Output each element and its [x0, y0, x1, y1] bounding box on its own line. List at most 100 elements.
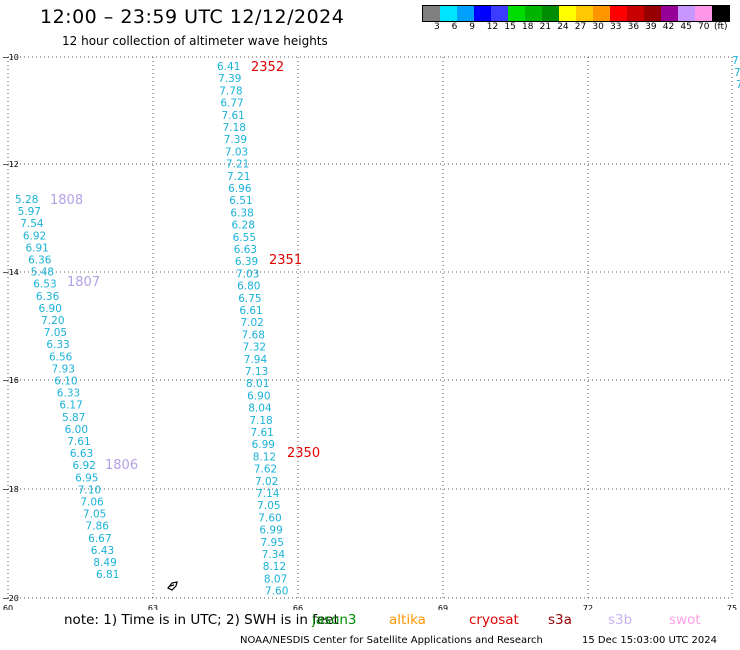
page-title: 12:00 – 23:59 UTC 12/12/2024: [40, 6, 345, 28]
color-scale-label: 42: [662, 22, 675, 32]
lat-tick-label: −10: [2, 53, 19, 62]
wave-height-value: 5.97: [18, 206, 41, 218]
wave-height-value: 6.90: [247, 390, 270, 402]
wave-height-value: 6.33: [46, 339, 69, 351]
color-swatch: [661, 6, 678, 21]
wave-height-value: 6.33: [57, 388, 80, 400]
wave-height-value: 7.32: [243, 342, 266, 354]
wave-height-value: 7.18: [249, 415, 272, 427]
lon-tick-label: 72: [583, 604, 593, 610]
wave-height-value: 7.02: [255, 476, 278, 488]
wave-height-value: 7.03: [225, 146, 248, 158]
color-swatch: [525, 6, 542, 21]
color-scale-label: 36: [627, 22, 640, 32]
wave-height-value: 7.60: [265, 586, 288, 598]
lon-tick-label: 69: [438, 604, 448, 610]
pass-time-label: 2351: [269, 253, 302, 268]
color-swatch: [644, 6, 661, 21]
color-scale-bar: [422, 5, 730, 22]
color-swatch: [627, 6, 644, 21]
wave-height-value: 7.05: [257, 500, 280, 512]
lon-tick-label: 75: [727, 604, 737, 610]
wave-height-value: 5.48: [31, 267, 54, 279]
wave-height-value: 6.90: [39, 303, 62, 315]
lat-tick-label: −16: [2, 376, 19, 385]
wave-height-value: 7.61: [67, 436, 90, 448]
color-scale-label: 18: [522, 22, 534, 32]
wave-height-value: 6.43: [91, 545, 114, 557]
wave-height-value: 7.03: [236, 268, 259, 280]
wave-height-value: 8.12: [253, 451, 276, 463]
wave-height-value: 7.62: [254, 464, 277, 476]
color-scale-label: 39: [645, 22, 657, 32]
mission-legend-cryosat: cryosat: [469, 612, 519, 628]
wave-height-value: 6.36: [28, 255, 52, 267]
wave-height-value: 6.00: [65, 424, 88, 436]
wave-height-value: 7.21: [227, 171, 250, 183]
wave-height-value: 7.68: [242, 329, 265, 341]
wave-height-value: 7.06: [80, 497, 104, 509]
color-swatch: [712, 6, 729, 21]
lat-tick-label: −14: [2, 268, 19, 277]
mission-legend-s3b: s3b: [608, 612, 633, 628]
lat-tick-label: −20: [2, 594, 19, 603]
wave-height-value: 7.21: [226, 159, 249, 171]
pass-labels: 2352 2351 2350 1808 1807 1806: [50, 60, 320, 473]
altimeter-tracks: 6.417.397.786.777.617.187.397.037.217.21…: [15, 55, 740, 598]
wave-height-value: 6.75: [238, 293, 261, 305]
wave-height-value: 7.93: [52, 363, 75, 375]
wave-height-value: 7.34: [262, 549, 286, 561]
wave-height-value: 6.17: [59, 400, 82, 412]
mission-legend-s3a: s3a: [548, 612, 572, 628]
wave-height-value: 7.18: [223, 122, 246, 134]
color-swatch: [559, 6, 576, 21]
wave-height-value: 7.61: [221, 110, 244, 122]
wave-height-value: 6.67: [88, 533, 111, 545]
pass-time-label: 1806: [105, 458, 138, 473]
wave-height-value: 6.61: [239, 305, 262, 317]
wave-height-value: 6.41: [217, 61, 240, 73]
wave-height-value: 6.99: [259, 525, 282, 537]
wave-height-value: 7.60: [258, 512, 281, 524]
wave-height-value: 8.07: [264, 573, 287, 585]
wave-height-value: 5.87: [62, 412, 85, 424]
color-scale-label: 27: [574, 22, 587, 32]
page-subtitle: 12 hour collection of altimeter wave hei…: [62, 34, 328, 48]
wave-height-value: 7: [736, 79, 740, 91]
footer-timestamp: 15 Dec 15:03:00 UTC 2024: [582, 635, 717, 646]
wave-height-value: 6.55: [233, 232, 256, 244]
note-text: note: 1) Time is in UTC; 2) SWH is in fe…: [64, 612, 339, 628]
wave-height-value: 6.28: [232, 220, 255, 232]
color-scale-label: 12: [486, 22, 499, 32]
wave-height-value: 7.86: [86, 521, 110, 533]
wave-height-value: 7: [732, 55, 739, 67]
wave-height-value: 7.61: [250, 427, 273, 439]
lon-tick-label: 63: [148, 604, 158, 610]
wave-height-value: 7.02: [240, 317, 263, 329]
wave-height-value: 7: [734, 67, 740, 79]
wave-height-value: 7.14: [256, 488, 280, 500]
mission-legend-altika: altika: [389, 612, 426, 628]
color-scale-label: 33: [610, 22, 622, 32]
lon-tick-label: 60: [3, 604, 13, 610]
wave-height-value: 5.28: [15, 194, 38, 206]
wave-height-value: 6.10: [54, 376, 77, 388]
wave-height-value: 6.63: [70, 448, 93, 460]
wave-height-value: 8.49: [93, 557, 116, 569]
wave-height-value: 6.91: [25, 242, 48, 254]
color-scale-label: 45: [680, 22, 692, 32]
wave-height-value: 6.77: [220, 98, 243, 110]
island-shape-icon: [167, 581, 178, 591]
color-swatch: [423, 6, 440, 21]
mission-legend-swot: swot: [669, 612, 701, 628]
color-swatch: [593, 6, 610, 21]
wave-height-value: 7.10: [78, 484, 101, 496]
wave-height-value: 6.53: [33, 279, 56, 291]
pass-time-label: 1808: [50, 193, 83, 208]
wave-height-value: 7.39: [218, 73, 241, 85]
wave-height-value: 6.36: [36, 291, 60, 303]
color-swatch: [695, 6, 712, 21]
color-swatch: [542, 6, 559, 21]
wave-height-value: 6.51: [229, 195, 252, 207]
color-swatch: [474, 6, 491, 21]
